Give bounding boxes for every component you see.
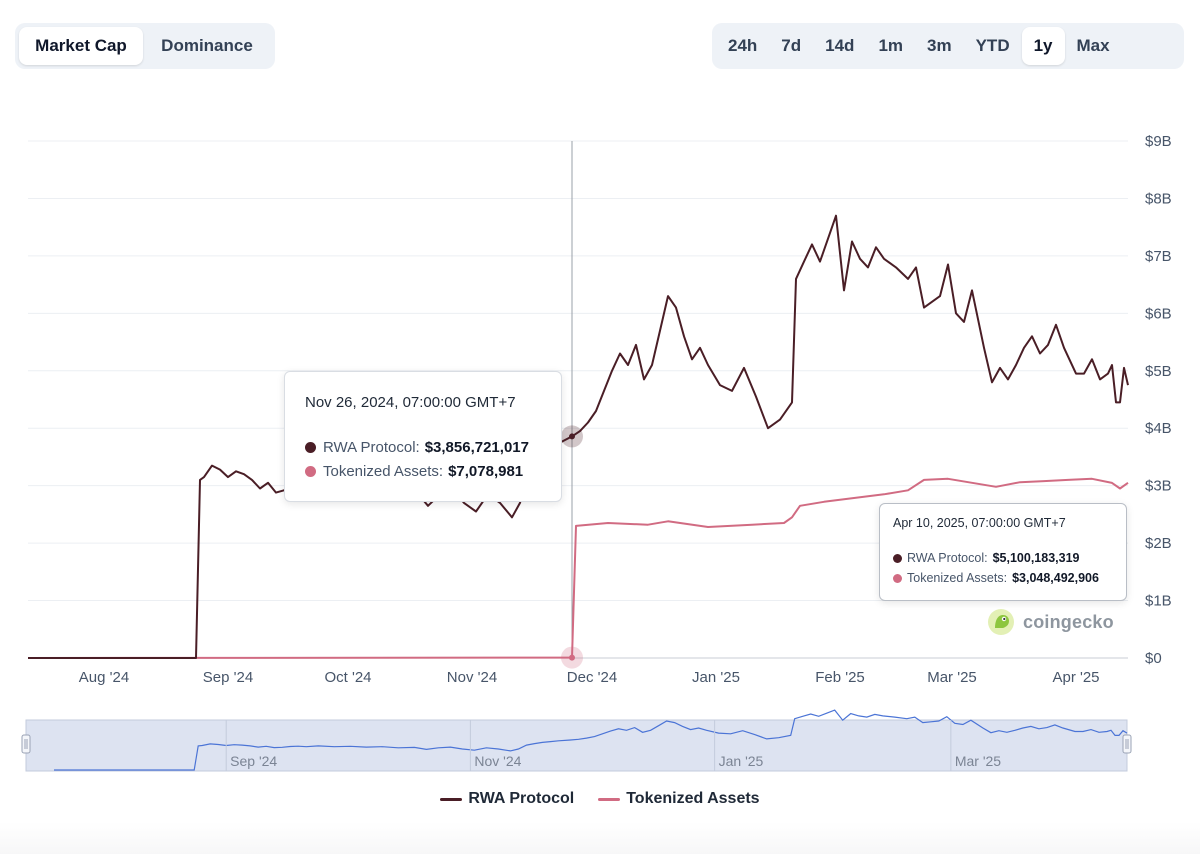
tab-dominance[interactable]: Dominance bbox=[161, 36, 253, 55]
y-tick-label: $2B bbox=[1145, 535, 1172, 552]
tooltip-label: RWA Protocol: bbox=[323, 438, 420, 456]
range-ytd-button[interactable]: YTD bbox=[975, 36, 1010, 55]
series-line-tokenized-assets bbox=[27, 477, 1129, 659]
x-tick-label: Mar '25 bbox=[927, 669, 977, 686]
range-14d-button[interactable]: 14d bbox=[825, 36, 855, 55]
y-tick-label: $5B bbox=[1145, 363, 1172, 380]
range-max-button[interactable]: Max bbox=[1076, 36, 1110, 55]
tooltip-label: Tokenized Assets: bbox=[907, 571, 1008, 585]
x-tick-label: Jan '25 bbox=[692, 669, 740, 686]
y-axis: $0 $1B $2B $3B $4B $5B $6B $7B $8B $9B bbox=[1145, 133, 1172, 667]
navigator-left-handle[interactable] bbox=[21, 734, 31, 754]
tooltip-value: $5,100,183,319 bbox=[992, 551, 1080, 565]
range-1m-button[interactable]: 1m bbox=[878, 36, 904, 55]
y-tick-label: $6B bbox=[1145, 305, 1172, 322]
navigator-tick-label: Mar '25 bbox=[955, 753, 1001, 769]
hover-markers bbox=[561, 425, 583, 669]
tooltip-value: $3,856,721,017 bbox=[424, 438, 529, 456]
time-range-toggle: 24h 7d 14d 1m 3m YTD 1y Max bbox=[712, 23, 1184, 69]
y-tick-label: $1B bbox=[1145, 593, 1172, 610]
tooltip-label: Tokenized Assets: bbox=[323, 462, 444, 480]
tooltip-value: $7,078,981 bbox=[448, 462, 524, 480]
range-navigator[interactable]: Sep '24 Nov '24 Jan '25 Mar '25 bbox=[21, 709, 1132, 772]
rwa-dot-icon bbox=[893, 553, 902, 563]
coingecko-watermark: coingecko bbox=[987, 608, 1114, 636]
tooltip-date: Apr 10, 2025, 07:00:00 GMT+7 bbox=[893, 516, 1066, 530]
navigator-series-line bbox=[54, 709, 1128, 771]
tokenized-dot-icon bbox=[305, 465, 316, 477]
tooltip-value: $3,048,492,906 bbox=[1012, 571, 1099, 585]
legend-item-rwa-protocol[interactable]: RWA Protocol bbox=[440, 790, 574, 808]
y-tick-label: $8B bbox=[1145, 190, 1172, 207]
range-7d-button[interactable]: 7d bbox=[781, 36, 802, 55]
x-tick-label: Apr '25 bbox=[1052, 669, 1099, 686]
legend-label: RWA Protocol bbox=[468, 790, 575, 807]
x-axis: Aug '24 Sep '24 Oct '24 Nov '24 Dec '24 Jan '… bbox=[79, 669, 1100, 686]
legend-item-tokenized-assets[interactable]: Tokenized Assets bbox=[598, 790, 760, 808]
tooltip-row-tokenized: Tokenized Assets: $7,078,981 bbox=[305, 459, 561, 483]
legend-label: Tokenized Assets bbox=[626, 790, 760, 807]
tokenized-dot-icon bbox=[893, 573, 902, 583]
tooltip-row-rwa: RWA Protocol: $3,856,721,017 bbox=[305, 435, 561, 459]
gecko-logo-icon bbox=[988, 609, 1014, 635]
range-3m-button[interactable]: 3m bbox=[927, 36, 952, 55]
navigator-tick-label: Nov '24 bbox=[474, 753, 521, 769]
x-tick-label: Dec '24 bbox=[567, 669, 617, 686]
legend-swatch bbox=[440, 797, 463, 801]
tooltip-row-tokenized: Tokenized Assets: $3,048,492,906 bbox=[893, 568, 1126, 588]
navigator-selection bbox=[25, 719, 1128, 772]
legend-swatch bbox=[598, 797, 621, 801]
x-tick-label: Sep '24 bbox=[203, 669, 253, 686]
y-tick-label: $4B bbox=[1145, 420, 1172, 437]
tooltip-row-rwa: RWA Protocol: $5,100,183,319 bbox=[893, 548, 1126, 568]
watermark-text: coingecko bbox=[1023, 611, 1114, 632]
navigator-right-handle[interactable] bbox=[1122, 734, 1132, 754]
hover-marker bbox=[569, 654, 575, 661]
x-tick-label: Nov '24 bbox=[447, 669, 497, 686]
navigator-tick-label: Jan '25 bbox=[719, 753, 764, 769]
hover-marker bbox=[569, 433, 575, 440]
tooltip-date: Nov 26, 2024, 07:00:00 GMT+7 bbox=[305, 394, 516, 411]
navigator-tick-label: Sep '24 bbox=[230, 753, 277, 769]
x-tick-label: Aug '24 bbox=[79, 669, 129, 686]
y-tick-label: $9B bbox=[1145, 133, 1172, 150]
chart-legend: RWA Protocol Tokenized Assets bbox=[0, 790, 1200, 808]
tooltip-label: RWA Protocol: bbox=[907, 551, 988, 565]
x-tick-label: Oct '24 bbox=[324, 669, 371, 686]
y-tick-label: $0 bbox=[1145, 650, 1162, 667]
rwa-dot-icon bbox=[305, 441, 316, 453]
page-footer-shade bbox=[0, 822, 1200, 854]
metric-toggle: Market Cap Dominance bbox=[15, 23, 275, 69]
x-tick-label: Feb '25 bbox=[815, 669, 865, 686]
tab-market-cap[interactable]: Market Cap bbox=[19, 27, 143, 65]
y-tick-label: $3B bbox=[1145, 478, 1172, 495]
tooltip-primary: Nov 26, 2024, 07:00:00 GMT+7 RWA Protoco… bbox=[284, 371, 562, 502]
y-tick-label: $7B bbox=[1145, 248, 1172, 265]
range-24h-button[interactable]: 24h bbox=[728, 36, 758, 55]
tooltip-secondary: Apr 10, 2025, 07:00:00 GMT+7 RWA Protoco… bbox=[879, 503, 1127, 601]
range-1y-button[interactable]: 1y bbox=[1021, 27, 1065, 65]
